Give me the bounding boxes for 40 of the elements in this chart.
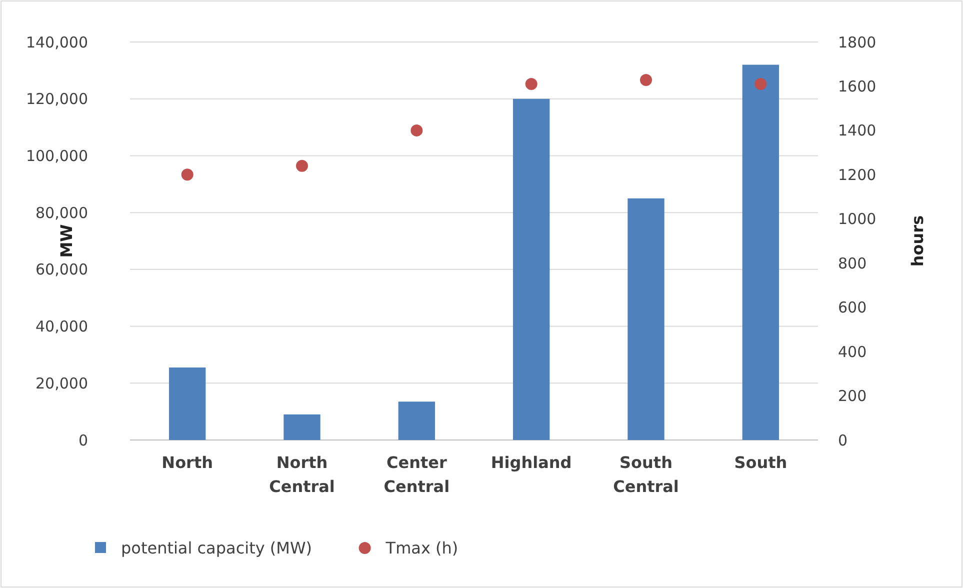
point — [296, 160, 308, 172]
y2-tick-label: 1200 — [838, 166, 876, 184]
point — [640, 74, 652, 86]
bar — [284, 414, 320, 440]
x-tick-label: North Central — [269, 453, 335, 496]
y2-tick-label: 1400 — [838, 122, 876, 140]
y-tick-label: 0 — [78, 431, 88, 450]
y-tick-label: 80,000 — [36, 204, 88, 222]
y2-tick-label: 1600 — [838, 77, 876, 96]
y-tick-label: 40,000 — [36, 318, 88, 336]
x-tick-label: South — [734, 453, 788, 472]
x-tick-label: Center Central — [384, 453, 450, 496]
y2-tick-label: 0 — [838, 431, 848, 450]
bar — [742, 64, 780, 440]
bar — [628, 198, 664, 440]
y-axis-title: MW — [57, 224, 76, 258]
y2-tick-label: 400 — [838, 342, 867, 361]
y-tick-label: 100,000 — [26, 146, 88, 165]
point — [410, 124, 423, 136]
y-tick-label: 120,000 — [26, 90, 88, 108]
y-tick-label: 20,000 — [36, 374, 88, 392]
legend-label: Tmax (h) — [384, 538, 458, 558]
y2-tick-label: 1000 — [838, 210, 876, 228]
x-tick-label: North — [162, 453, 213, 472]
point — [181, 168, 194, 181]
y-tick-label: 60,000 — [36, 260, 88, 279]
y-tick-label: 140,000 — [26, 33, 88, 52]
y2-tick-label: 800 — [838, 254, 867, 272]
y2-axis-title: hours — [908, 215, 927, 267]
y2-tick-label: 600 — [838, 298, 867, 317]
bar — [398, 402, 436, 440]
point — [525, 78, 538, 90]
point — [754, 78, 767, 90]
legend-label: potential capacity (MW) — [121, 538, 312, 558]
x-tick-label: Highland — [490, 453, 572, 472]
x-tick-label: South Central — [613, 453, 679, 496]
y2-tick-label: 200 — [838, 387, 867, 406]
bar — [512, 98, 550, 440]
bar — [168, 368, 206, 440]
y2-tick-label: 1800 — [838, 33, 876, 52]
